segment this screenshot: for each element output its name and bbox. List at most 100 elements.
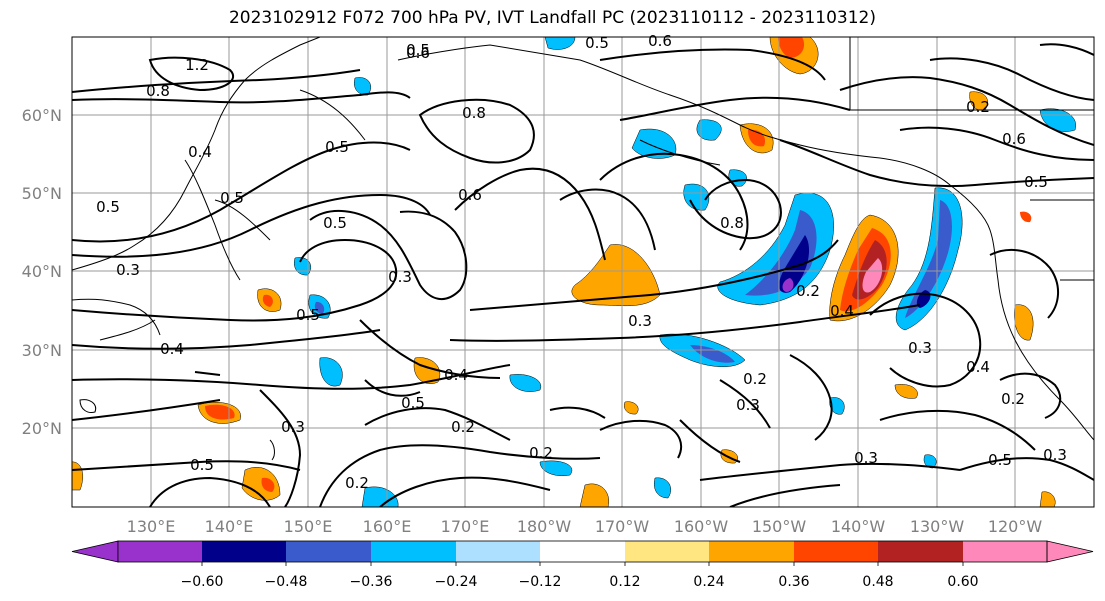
colorbar-swatch bbox=[456, 541, 540, 562]
contour-label: 0.5 bbox=[401, 394, 425, 412]
negative-anomaly-blob bbox=[314, 301, 325, 314]
contour-label: 0.3 bbox=[736, 396, 760, 414]
colorbar-tick-label: 0.24 bbox=[693, 574, 724, 590]
colorbar-tick-label: −0.12 bbox=[519, 574, 562, 590]
lon-label: 180°W bbox=[517, 517, 572, 536]
positive-anomaly-blob bbox=[262, 294, 273, 307]
contour-label: 0.5 bbox=[988, 451, 1012, 469]
contour-label: 0.4 bbox=[966, 358, 990, 376]
contour-label: 0.3 bbox=[854, 449, 878, 467]
latitude-labels: 60°N 50°N 40°N 30°N 20°N bbox=[22, 106, 62, 438]
negative-anomaly-blob bbox=[905, 200, 952, 318]
contour-label: 0.6 bbox=[1002, 130, 1026, 148]
colorbar-tick-label: 0.60 bbox=[947, 574, 978, 590]
lon-label: 130°W bbox=[910, 517, 965, 536]
contour-label: 0.6 bbox=[406, 44, 430, 62]
lon-label: 130°E bbox=[127, 517, 176, 536]
contour-label: 0.8 bbox=[146, 82, 170, 100]
contour-label: 0.4 bbox=[830, 302, 854, 320]
lon-label: 150°E bbox=[284, 517, 333, 536]
colorbar-swatch bbox=[963, 541, 1047, 562]
contour-label: 0.2 bbox=[743, 370, 767, 388]
contour-label: 0.5 bbox=[325, 138, 349, 156]
contour-label: 0.5 bbox=[296, 306, 320, 324]
colorbar-swatch bbox=[286, 541, 371, 562]
lat-label: 40°N bbox=[22, 262, 62, 281]
contour-label: 0.5 bbox=[323, 214, 347, 232]
contour-label: 0.3 bbox=[388, 268, 412, 286]
map-frame bbox=[71, 36, 1095, 508]
colorbar-tick-label: −0.60 bbox=[181, 574, 224, 590]
negative-anomaly-blob bbox=[354, 77, 371, 96]
colorbar-swatch bbox=[371, 541, 456, 562]
contour-label: 0.5 bbox=[190, 456, 214, 474]
contour-label: 0.2 bbox=[529, 444, 553, 462]
lat-label: 50°N bbox=[22, 184, 62, 203]
positive-anomaly-blob bbox=[624, 401, 639, 415]
positive-anomaly-blob bbox=[261, 477, 275, 492]
contour-label: 0.2 bbox=[966, 98, 990, 116]
negative-anomaly-blob bbox=[361, 486, 399, 507]
contour-label: 0.2 bbox=[451, 418, 475, 436]
positive-anomaly-blob bbox=[205, 404, 235, 420]
contour-label: 0.2 bbox=[1001, 390, 1025, 408]
negative-anomaly-blob bbox=[319, 357, 343, 387]
negative-anomaly-blob bbox=[696, 119, 722, 141]
longitude-labels: 130°E 140°E 150°E 160°E 170°E 180°W 170°… bbox=[127, 517, 1043, 536]
colorbar-extend-min bbox=[71, 540, 119, 563]
lon-label: 160°E bbox=[363, 517, 412, 536]
colorbar-outline bbox=[117, 540, 1048, 563]
contour-label: 0.3 bbox=[908, 339, 932, 357]
colorbar-swatch bbox=[625, 541, 709, 562]
contour-label: 0.4 bbox=[160, 340, 184, 358]
lon-label: 140°E bbox=[205, 517, 254, 536]
lon-label: 150°W bbox=[752, 517, 807, 536]
lat-label: 20°N bbox=[22, 419, 62, 438]
contour-label: 0.3 bbox=[116, 261, 140, 279]
negative-anomaly-blob bbox=[1039, 108, 1076, 132]
contour-label: 0.2 bbox=[345, 474, 369, 492]
colorbar-swatch bbox=[118, 541, 202, 562]
positive-anomaly-blob bbox=[862, 258, 883, 293]
contour-label: 0.6 bbox=[648, 32, 672, 50]
colorbar-extend-max bbox=[1046, 540, 1094, 563]
colorbar-tick-label: −0.36 bbox=[350, 574, 393, 590]
contour-label: 0.5 bbox=[96, 198, 120, 216]
contour-label: 0.3 bbox=[1043, 446, 1067, 464]
graticule bbox=[72, 37, 1094, 507]
colorbar-ticks: −0.60 −0.48 −0.36 −0.24 −0.12 0.12 0.24 … bbox=[181, 574, 979, 590]
lat-label: 30°N bbox=[22, 341, 62, 360]
colorbar-swatch bbox=[709, 541, 794, 562]
contour-labels: 1.20.80.40.50.60.50.80.5 0.5 0.60.50.30.5 0… bbox=[96, 32, 1067, 492]
contour-label: 0.3 bbox=[281, 418, 305, 436]
negative-anomaly-blob bbox=[683, 183, 710, 211]
lon-label: 140°W bbox=[831, 517, 886, 536]
lon-label: 160°W bbox=[674, 517, 729, 536]
coastlines bbox=[72, 37, 1094, 461]
shaded-anomalies bbox=[72, 37, 1076, 507]
contour-label: 0.5 bbox=[585, 34, 609, 52]
colorbar-swatch bbox=[794, 541, 878, 562]
lon-label: 120°W bbox=[988, 517, 1043, 536]
colorbar-swatch bbox=[878, 541, 963, 562]
positive-anomaly-blob bbox=[579, 483, 610, 507]
colorbar-swatch bbox=[540, 541, 625, 562]
negative-anomaly-blob bbox=[654, 477, 671, 499]
contour-label: 0.4 bbox=[188, 143, 212, 161]
contour-label: 0.6 bbox=[458, 186, 482, 204]
lon-label: 170°E bbox=[441, 517, 490, 536]
negative-anomaly-blob bbox=[829, 397, 845, 415]
positive-anomaly-blob bbox=[413, 357, 440, 384]
colorbar-tick-label: 0.12 bbox=[609, 574, 640, 590]
lat-label: 60°N bbox=[22, 106, 62, 125]
positive-anomaly-blob bbox=[778, 37, 805, 58]
contour-label: 0.5 bbox=[406, 41, 430, 59]
colorbar-tick-label: −0.24 bbox=[435, 574, 478, 590]
contour-label: 0.2 bbox=[796, 282, 820, 300]
contour-label: 0.5 bbox=[1024, 173, 1048, 191]
map-title: 2023102912 F072 700 hPa PV, IVT Landfall… bbox=[228, 8, 876, 28]
contour-label: 0.8 bbox=[720, 214, 744, 232]
positive-anomaly-blob bbox=[1039, 491, 1056, 507]
colorbar bbox=[71, 540, 1094, 566]
